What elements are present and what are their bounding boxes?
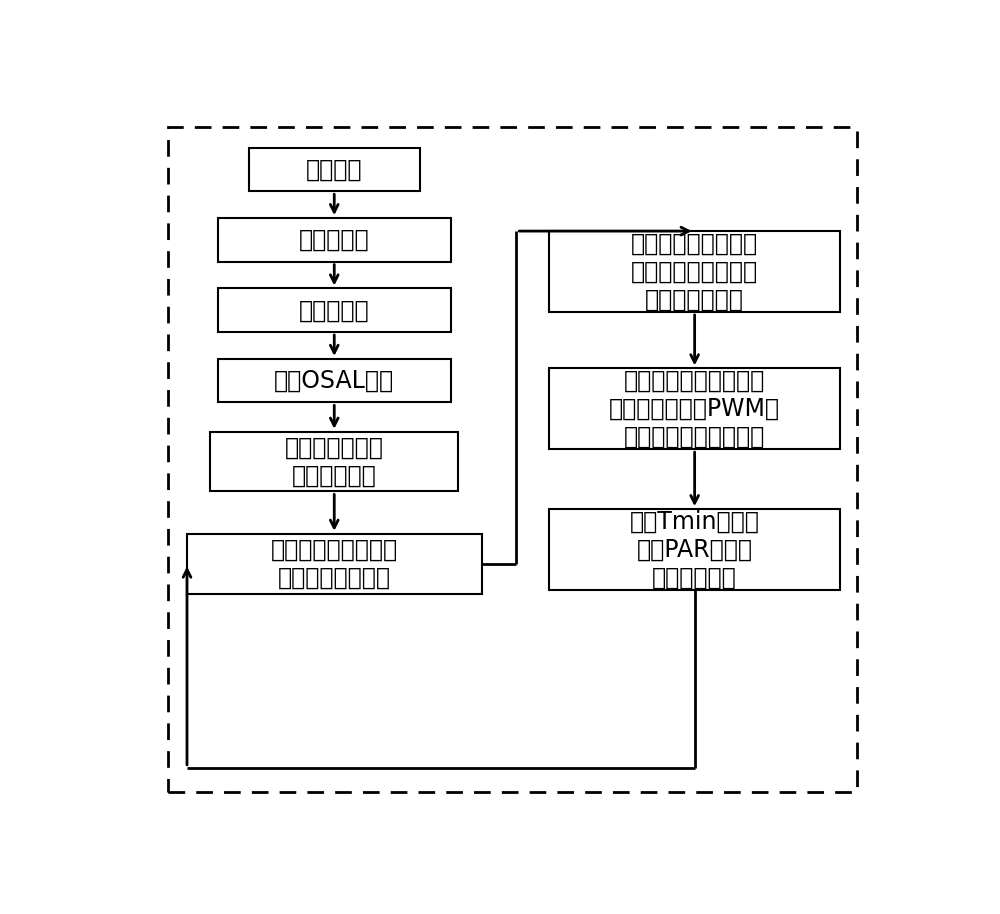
Text: 系统初始化: 系统初始化 xyxy=(299,228,370,252)
Bar xyxy=(218,218,450,261)
Bar xyxy=(187,534,482,593)
Text: 顶灯与株间补光灯接收
数据包，并解析PWM占
空比信号，补光灯响应: 顶灯与株间补光灯接收 数据包，并解析PWM占 空比信号，补光灯响应 xyxy=(609,369,780,449)
Text: 检测模块将环境光强
数据包发送协调器: 检测模块将环境光强 数据包发送协调器 xyxy=(271,537,398,590)
Text: 每隔Tmin检测模
块的PAR传感器
检测环境光强: 每隔Tmin检测模 块的PAR传感器 检测环境光强 xyxy=(630,510,760,590)
Text: 协调器将顶灯和株间
补光灯占空比数据包
以组播形式发出: 协调器将顶灯和株间 补光灯占空比数据包 以组播形式发出 xyxy=(631,232,758,312)
Bar xyxy=(549,509,840,590)
Text: 进入OSAL循环: 进入OSAL循环 xyxy=(274,368,394,393)
Bar xyxy=(168,127,857,792)
Text: 检测模块、补光
模块加入网络: 检测模块、补光 模块加入网络 xyxy=(285,436,384,487)
Bar xyxy=(549,368,840,450)
Bar xyxy=(249,148,420,191)
Bar xyxy=(549,231,840,312)
Text: 建立新网络: 建立新网络 xyxy=(299,298,370,323)
Bar xyxy=(218,289,450,332)
Bar xyxy=(210,431,458,492)
Bar xyxy=(218,359,450,402)
Text: 系统上电: 系统上电 xyxy=(306,157,362,182)
